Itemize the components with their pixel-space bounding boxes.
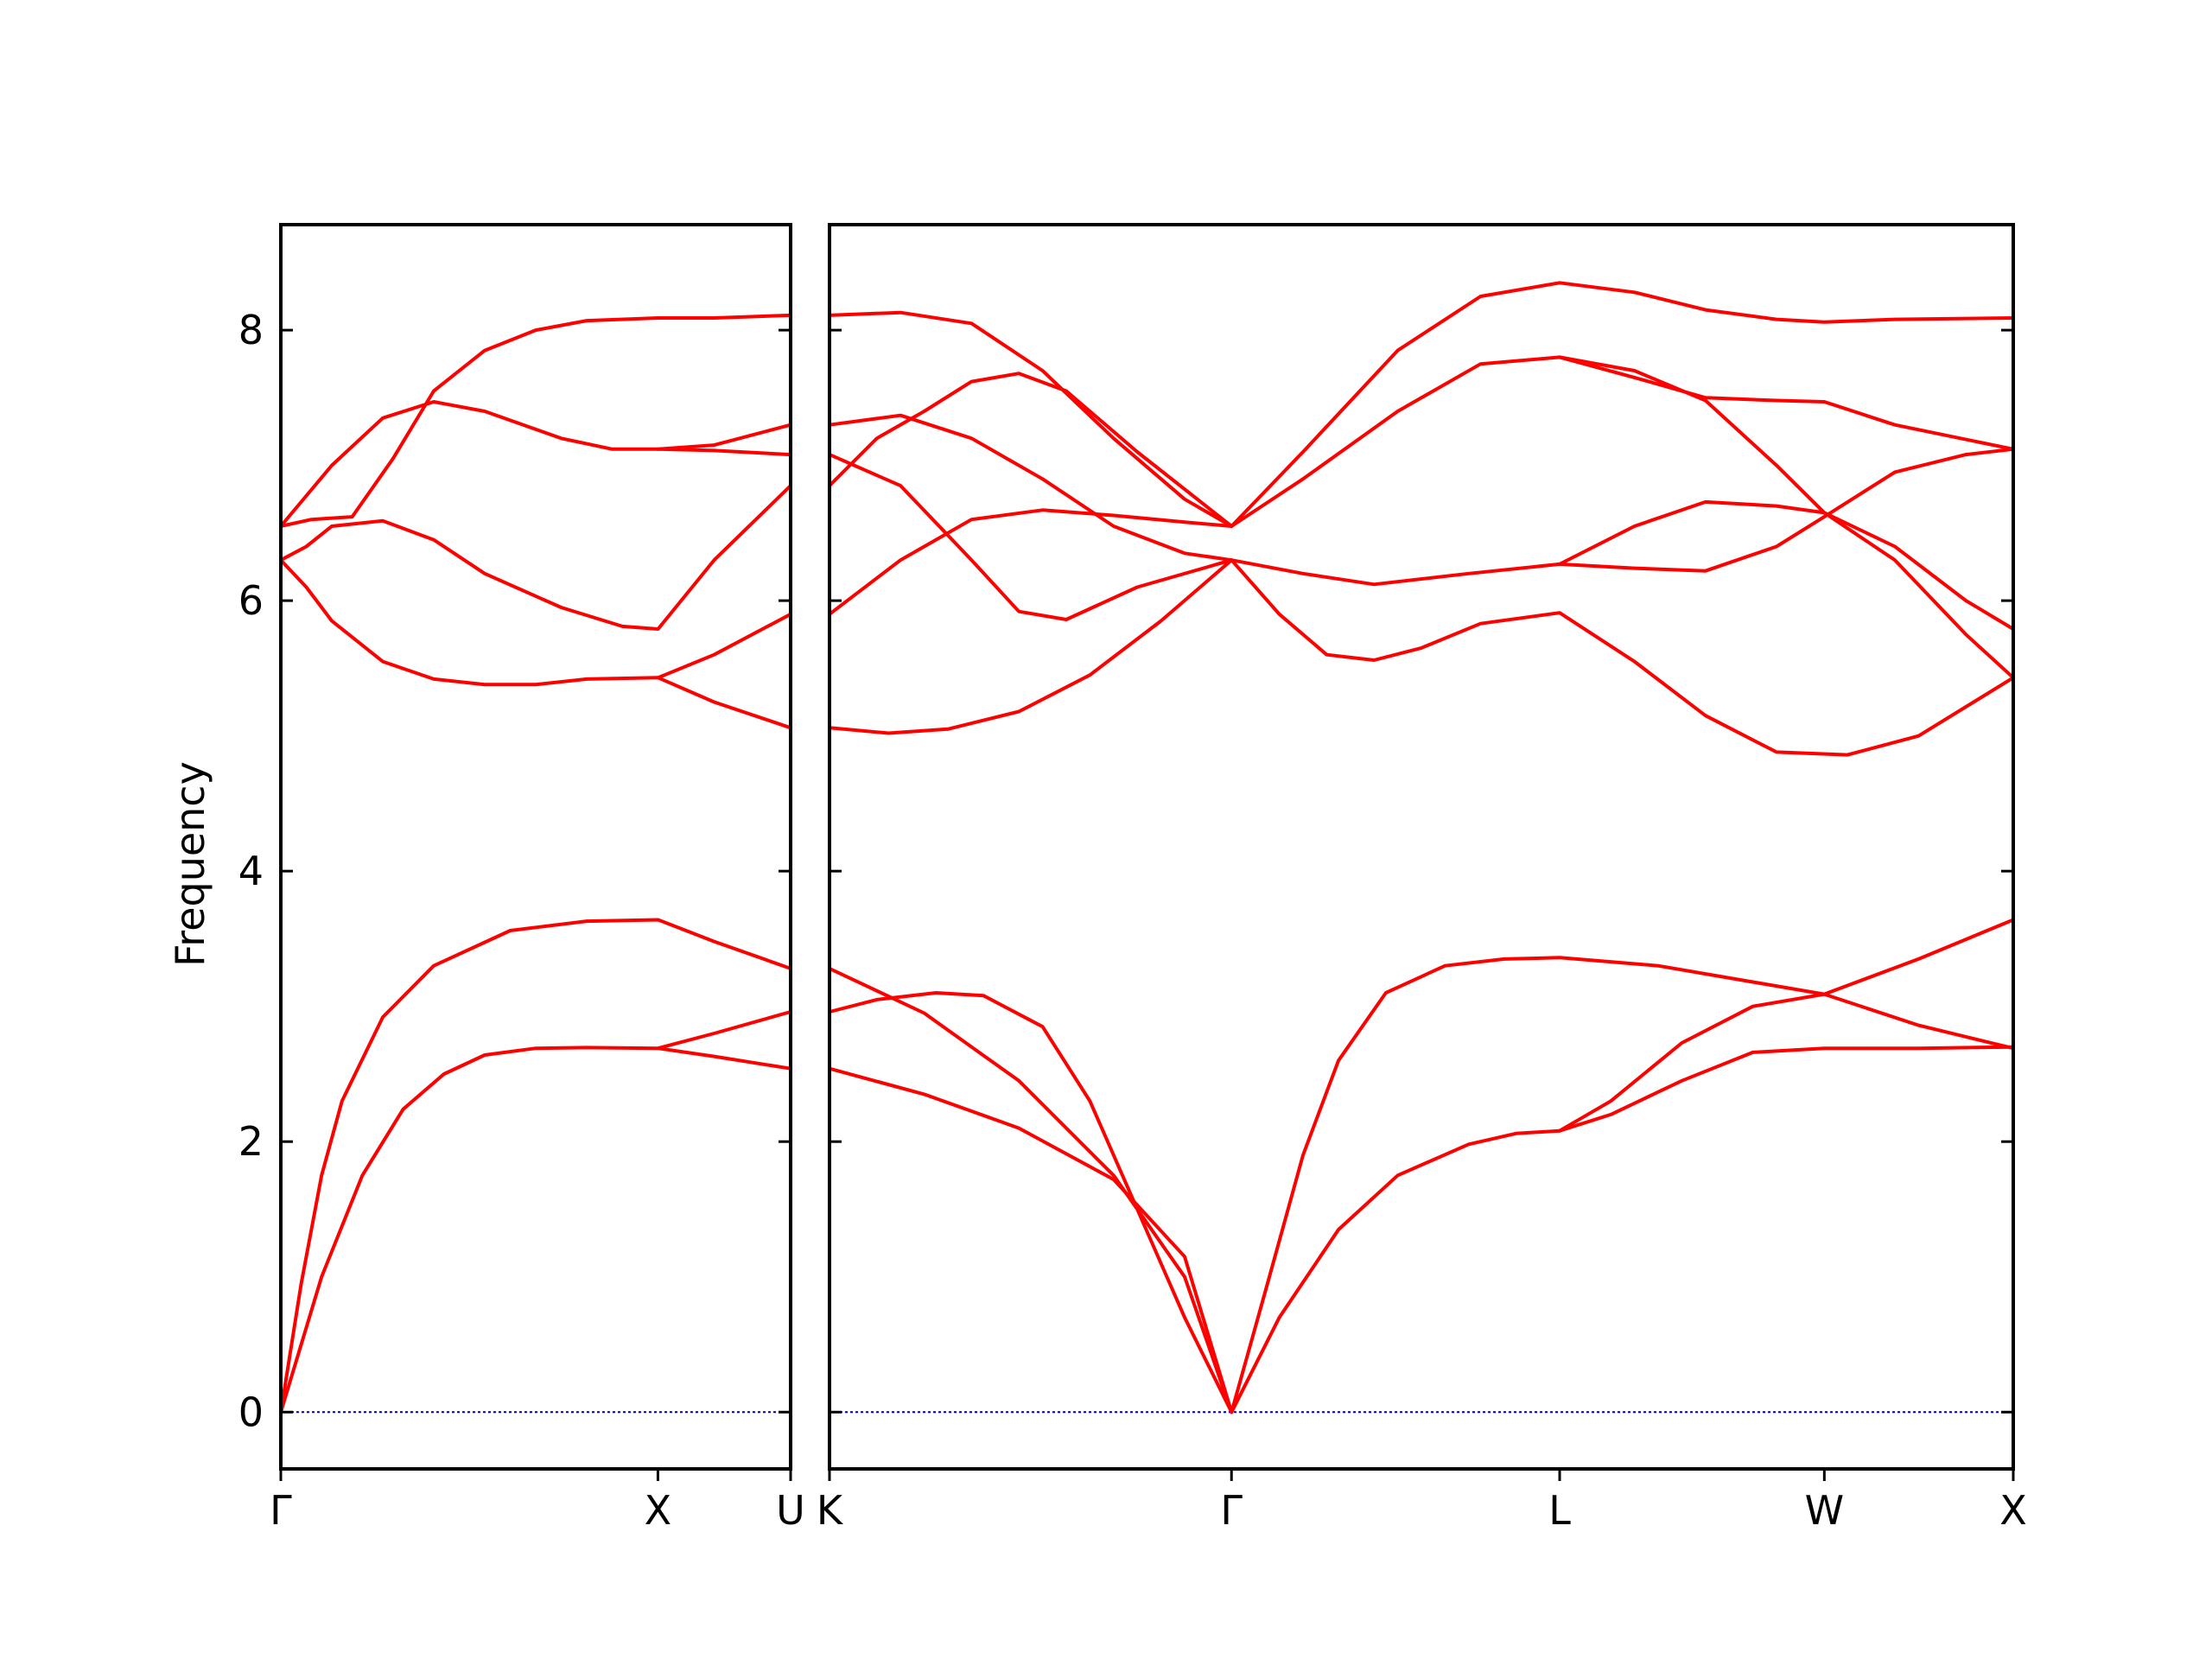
y-tick-label: 6	[238, 577, 264, 624]
band-line	[828, 508, 1234, 616]
band-line	[279, 1046, 792, 1414]
band-line	[1230, 281, 2015, 528]
y-tick-label: 0	[238, 1389, 264, 1435]
band-line	[828, 966, 1234, 1414]
x-tick-label: Γ	[1220, 1487, 1243, 1534]
band-line	[656, 447, 792, 457]
band-line	[1558, 355, 2015, 451]
band-line	[1230, 515, 1827, 587]
band-line	[279, 313, 792, 528]
y-tick-label: 8	[238, 307, 264, 353]
band-line	[656, 612, 792, 680]
band-line	[828, 372, 1234, 528]
band-line	[1230, 956, 1827, 1414]
band-line	[656, 1010, 792, 1051]
band-line	[1558, 499, 2015, 680]
y-axis-label: Frequency	[167, 761, 213, 967]
x-tick-label: X	[645, 1487, 672, 1534]
plot-frame	[828, 223, 2015, 1471]
band-line	[1230, 1128, 1561, 1414]
x-tick-label: Γ	[270, 1487, 292, 1534]
y-tick-label: 2	[238, 1118, 264, 1165]
y-tick-label: 4	[238, 848, 264, 894]
plot-frame	[279, 223, 792, 1471]
x-tick-label: L	[1548, 1487, 1571, 1534]
x-tick-label: X	[1999, 1487, 2027, 1534]
band-line	[828, 413, 1234, 563]
band-line	[279, 400, 792, 528]
band-line	[1822, 992, 2015, 1051]
band-line	[1558, 1045, 2015, 1133]
band-line	[828, 558, 1234, 735]
band-line	[279, 558, 792, 730]
band-line	[1558, 918, 2015, 1133]
band-line	[828, 453, 1234, 621]
band-line	[1230, 355, 2015, 631]
band-line	[1822, 447, 2015, 519]
band-line	[828, 1066, 1234, 1414]
x-tick-label: U	[776, 1487, 805, 1534]
band-line	[279, 484, 792, 631]
left-panel: 0 2 4 6 8 Γ X U	[238, 223, 805, 1534]
band-line	[1230, 558, 2015, 757]
band-line	[828, 310, 1234, 528]
x-tick-label: K	[817, 1487, 844, 1534]
band-line	[828, 991, 1234, 1414]
x-tick-label: W	[1805, 1487, 1844, 1534]
band-line	[279, 918, 792, 1414]
